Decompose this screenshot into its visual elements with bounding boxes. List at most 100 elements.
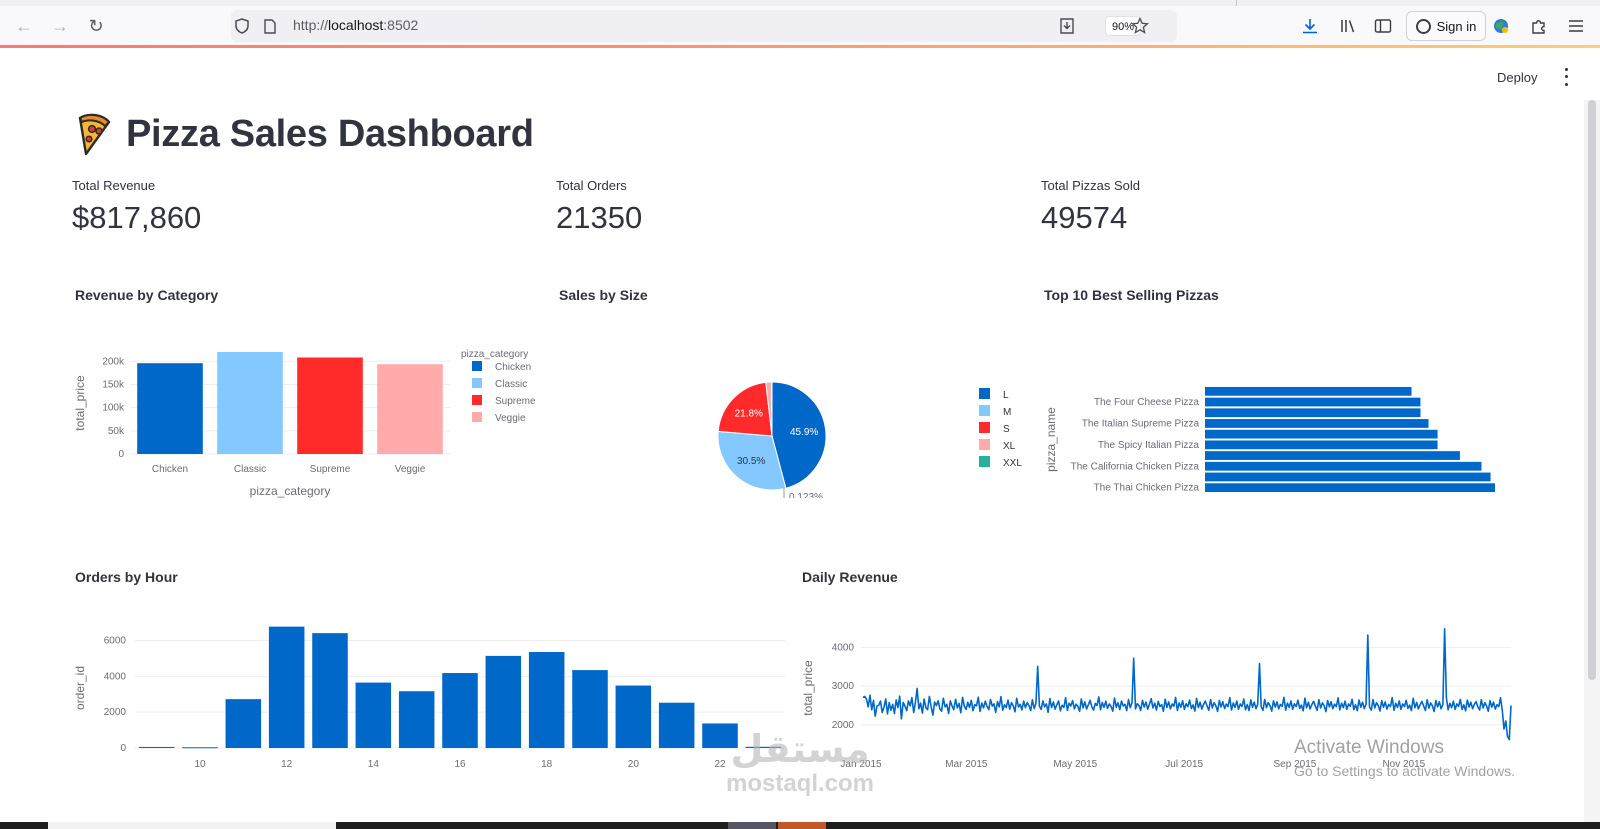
bar-hour-15 [398,691,435,748]
top10-pizzas-chart[interactable]: The Thai Chicken Pizza The California Chi… [1040,338,1520,498]
y-tick-label: 200k [102,356,125,367]
x-tick-label: Mar 2015 [945,759,988,770]
leader-line [783,488,785,498]
orders-by-hour-chart[interactable]: 020004000600010121416182022hourorder_id [70,608,800,778]
zoom-level[interactable]: 90% [1105,16,1141,36]
library-icon[interactable] [1337,15,1359,37]
taskbar-app[interactable] [728,822,776,829]
bar-hour-22 [702,723,738,748]
bar-hour-11 [225,699,262,748]
legend-swatch [472,412,482,422]
streamlit-app: Deploy Pizza Sales Dashboard Total Reven… [0,48,1600,822]
bar [1205,461,1482,471]
x-tick-label: Classic [234,464,266,475]
x-tick-label: Sep 2015 [1274,759,1317,770]
activate-windows-notice: Activate Windows Go to Settings to activ… [1294,737,1515,779]
save-page-icon[interactable] [1058,17,1076,35]
bar-hour-20 [615,685,652,748]
x-axis-title: pizza_category [250,484,331,498]
legend-swatch [472,361,482,371]
sidebar-icon[interactable] [1372,15,1394,37]
slice-label: 21.8% [735,408,763,419]
x-tick-label: Veggie [395,464,426,475]
sign-in-button[interactable]: Sign in [1406,11,1486,41]
main-menu-icon[interactable] [1561,66,1571,88]
bar [1205,429,1438,439]
shield-icon[interactable] [233,17,251,35]
taskbar-app-active[interactable] [778,822,826,829]
tab-strip [0,0,1600,6]
y-tick-label: 2000 [104,707,127,718]
bar [1205,419,1429,428]
chart-title-size: Sales by Size [559,287,648,303]
browser-toolbar: ← → ↻ http://localhost:8502 90% Sign in [0,6,1600,46]
app-menu-icon[interactable] [1565,15,1587,37]
page-title: Pizza Sales Dashboard [74,112,534,156]
x-tick-label: Chicken [152,464,188,475]
extensions-puzzle-icon[interactable] [1528,15,1550,37]
legend-swatch [472,378,482,388]
deploy-button[interactable]: Deploy [1497,70,1538,85]
watermark-url: mostaql.com [725,770,875,797]
page-icon[interactable] [261,17,279,35]
y-tick-label: The Four Cheese Pizza [1094,397,1199,408]
y-tick-label: 50k [108,426,125,437]
bar-hour-16 [442,673,478,748]
y-tick-label: The Spicy Italian Pizza [1098,440,1200,451]
legend-item: XXL [1003,458,1022,469]
y-axis-title: total_price [73,375,87,431]
bar [1205,483,1495,493]
page-title-text: Pizza Sales Dashboard [126,112,534,155]
metric-value: $817,860 [72,200,202,235]
metric-total-pizzas: Total Pizzas Sold 49574 [1041,178,1140,236]
y-axis-title: total_price [801,660,815,716]
daily-revenue-chart[interactable]: 2000 3000 4000 Jan 2015 Mar 2015 May 2015 Jul … [800,608,1520,778]
x-tick-label: Jan 2015 [840,759,882,770]
metric-total-revenue: Total Revenue $817,860 [72,178,201,236]
metric-value: 49574 [1041,200,1128,235]
forward-icon[interactable]: → [51,15,69,36]
downloads-icon[interactable] [1299,15,1321,37]
x-tick-label: May 2015 [1053,759,1097,770]
chart-title-daily: Daily Revenue [802,569,898,585]
url-text[interactable]: http://localhost:8502 [293,17,418,33]
bar-hour-10 [182,747,218,749]
x-tick-label: 10 [194,759,206,770]
taskbar-search[interactable] [48,822,336,829]
page-load-bar [0,45,1600,48]
x-tick-label: 18 [541,759,553,770]
extension-globe-icon[interactable] [1490,15,1512,37]
x-tick-label: 16 [454,759,466,770]
page-scrollbar[interactable] [1584,100,1600,822]
x-tick-label: Nov 2015 [1382,759,1425,770]
bar [1205,440,1438,450]
bar-hour-21 [658,702,695,748]
bar-hour-23 [745,746,782,748]
legend-item: Veggie [495,413,526,424]
y-tick-label: 3000 [832,681,855,692]
bar [1205,472,1491,482]
reload-icon[interactable]: ↻ [88,15,104,36]
x-tick-label: Jul 2015 [1165,759,1203,770]
y-axis-title: pizza_name [1044,407,1058,472]
legend-swatch [979,422,990,433]
bar-hour-13 [312,633,348,748]
bar-chicken [137,363,203,454]
scrollbar-thumb[interactable] [1588,100,1596,680]
metric-label: Total Revenue [72,178,156,193]
bar [1205,386,1412,396]
activate-subtitle: Go to Settings to activate Windows. [1294,763,1515,779]
legend-swatch [979,439,990,450]
watermark: مستقل mostaql.com [700,730,900,798]
back-icon[interactable]: ← [15,15,33,36]
slice-label: 45.9% [790,427,818,438]
revenue-by-category-chart[interactable]: 0 50k 100k 150k 200k Chicken Classic Supreme Veg… [70,338,550,498]
y-tick-label: 0 [118,449,124,460]
bar [1205,408,1421,418]
x-tick-label: 22 [714,759,726,770]
bookmark-star-icon[interactable] [1131,17,1149,35]
legend-item: Supreme [495,396,536,407]
url-bar[interactable]: http://localhost:8502 90% [231,10,1177,42]
chart-title-revenue: Revenue by Category [75,287,219,303]
